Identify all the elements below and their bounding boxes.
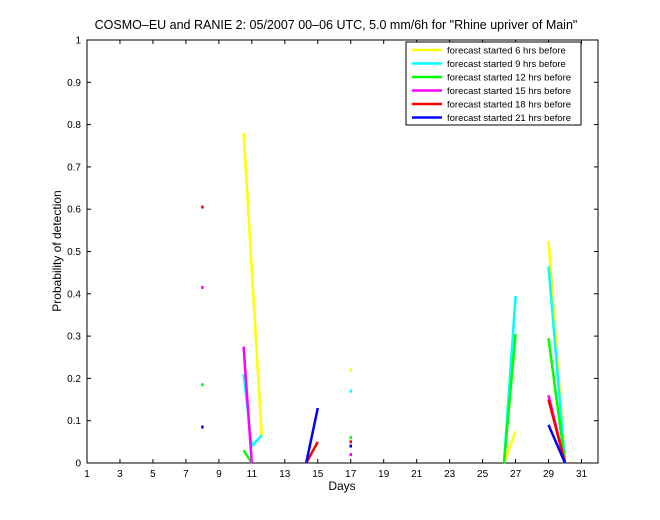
x-tick-label: 27: [510, 469, 522, 480]
y-tick-label: 0.9: [67, 78, 81, 89]
x-tick-label: 19: [378, 469, 390, 480]
series-line-1: [242, 133, 263, 436]
x-axis-label: Days: [328, 479, 355, 493]
y-tick-label: 0.1: [67, 416, 81, 427]
x-tick-label: 31: [576, 469, 588, 480]
y-tick-label: 0.4: [67, 289, 81, 300]
x-tick-label: 11: [247, 469, 258, 480]
x-tick-label: 29: [543, 469, 555, 480]
series-line-6: [547, 424, 567, 464]
x-tick-label: 7: [183, 469, 189, 480]
x-tick-label: 25: [477, 469, 489, 480]
y-tick-label: 1: [75, 36, 81, 47]
x-tick-label: 23: [444, 469, 456, 480]
y-tick-label: 0.8: [67, 120, 81, 131]
series-layer: [201, 133, 567, 464]
legend-label: forecast started 12 hrs before: [447, 73, 571, 84]
legend-box: [405, 41, 582, 126]
series-line-3: [547, 338, 567, 464]
x-tick-label: 13: [279, 469, 291, 480]
legend: forecast started 6 hrs before forecast st…: [405, 41, 582, 126]
x-tick-label: 5: [150, 469, 156, 480]
series-line-2: [547, 266, 567, 464]
series-line-6: [304, 407, 320, 464]
legend-label: forecast started 21 hrs before: [447, 113, 571, 124]
legend-label: forecast started 6 hrs before: [447, 46, 566, 57]
series-line-4: [242, 346, 254, 464]
legend-label: forecast started 18 hrs before: [447, 100, 571, 111]
series-line-5: [547, 399, 567, 464]
y-tick-label: 0.6: [67, 205, 81, 216]
legend-label: forecast started 9 hrs before: [447, 59, 566, 70]
chart-title: COSMO–EU and RANIE 2: 05/2007 00–06 UTC,…: [95, 18, 578, 32]
x-tick-label: 15: [312, 469, 324, 480]
y-axis-label: Probability of detection: [50, 190, 64, 311]
y-tick-label: 0.5: [67, 247, 81, 258]
legend-label: forecast started 15 hrs before: [447, 86, 571, 97]
y-tick-label: 0: [75, 459, 81, 470]
x-tick-label: 3: [117, 469, 123, 480]
x-axis: 1 3 5 7 9 11 13 15 17 19 21 23 25 27 29 31: [84, 40, 588, 480]
series-line-3: [502, 333, 517, 464]
y-axis: 0 0.1 0.2 0.3 0.4 0.5 0.6 0.7 0.8 0.9 1: [67, 36, 598, 470]
y-tick-label: 0.7: [67, 162, 81, 173]
y-tick-label: 0.3: [67, 332, 81, 343]
series-line-1: [502, 430, 517, 464]
x-tick-label: 1: [84, 469, 90, 480]
x-tick-label: 21: [411, 469, 423, 480]
y-tick-label: 0.2: [67, 374, 81, 385]
x-tick-label: 17: [345, 469, 357, 480]
x-tick-label: 9: [216, 469, 222, 480]
